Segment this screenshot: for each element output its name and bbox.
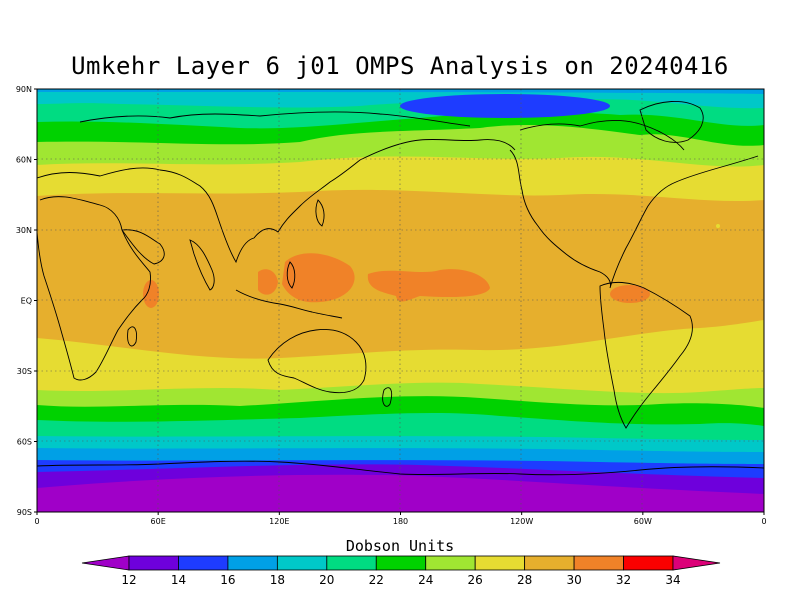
colorbar-tick-label: 30	[566, 573, 581, 587]
lon-tick-label: 120E	[269, 517, 289, 526]
small-yellow-spot	[716, 224, 720, 228]
colorbar-segment	[326, 555, 377, 571]
colorbar-tick-label: 14	[171, 573, 186, 587]
coast-india	[189, 239, 215, 291]
colorbar-segment	[623, 555, 674, 571]
colorbar-tick-label: 16	[220, 573, 235, 587]
map-title: Umkehr Layer 6 j01 OMPS Analysis on 2024…	[71, 52, 729, 80]
lon-tick-label: 0	[761, 517, 766, 526]
colorbar-tick-label: 20	[319, 573, 334, 587]
lon-tick-label: 180	[393, 517, 408, 526]
colorbar-tick-label: 12	[121, 573, 136, 587]
colorbar-tick-label: 24	[418, 573, 433, 587]
coast-greenland	[639, 100, 704, 143]
colorbar-tick-label: 26	[468, 573, 483, 587]
maximum-south-america	[610, 285, 650, 303]
coast-madagascar	[127, 326, 137, 347]
coast-eurasia	[37, 138, 516, 264]
coast-philippines	[286, 261, 296, 289]
coast-south-america	[599, 281, 693, 429]
colorbar-title: Dobson Units	[345, 537, 455, 555]
coast-new-zealand	[382, 387, 393, 407]
coast-indonesia	[235, 289, 343, 319]
coast-north-america	[509, 149, 759, 289]
lon-tick-label: 0	[34, 517, 39, 526]
coast-arabia	[121, 229, 165, 265]
colorbar-segment	[375, 555, 427, 571]
colorbar-segment	[178, 555, 229, 571]
colorbar: 12 14 16 18 20 22 24 26 28 30 32 34	[81, 555, 721, 587]
latitude-axis: 90N 60N 30N EQ 30S 60S 90S	[16, 85, 37, 517]
north-minimum	[400, 94, 610, 118]
lat-tick-label: 60N	[16, 156, 32, 165]
maximum-central-pacific	[367, 269, 490, 302]
colorbar-tick-label: 28	[517, 573, 532, 587]
lat-tick-label: 90S	[17, 508, 32, 517]
band-20-north	[37, 89, 764, 109]
lon-tick-label: 120W	[510, 517, 533, 526]
colorbar-high-arrow	[672, 555, 721, 571]
coastlines	[37, 100, 764, 476]
lat-tick-label: 30N	[16, 226, 32, 235]
colorbar-segment	[128, 555, 179, 571]
maximum-maritime	[258, 269, 278, 295]
colorbar-segment	[524, 555, 575, 571]
colorbar-segment	[573, 555, 624, 571]
coast-arctic-america	[519, 119, 685, 151]
lat-tick-label: 30S	[17, 367, 32, 376]
lat-tick-label: 60S	[17, 438, 32, 447]
band-12-south	[37, 474, 764, 512]
colorbar-segment	[227, 555, 278, 571]
coast-australia	[267, 329, 367, 394]
band-18-north	[37, 89, 764, 94]
colorbar-segment	[276, 555, 328, 571]
contour-field	[37, 89, 764, 512]
colorbar-low-arrow	[81, 555, 130, 571]
colorbar-segment	[425, 555, 476, 571]
longitude-axis: 0 60E 120E 180 120W 60W 0	[34, 512, 767, 526]
colorbar-tick-label: 22	[369, 573, 384, 587]
colorbar-tick-label: 18	[270, 573, 285, 587]
graticule	[37, 89, 764, 512]
colorbar-tick-label: 32	[616, 573, 631, 587]
coast-africa	[37, 196, 151, 381]
coast-japan	[315, 199, 325, 227]
lon-tick-label: 60W	[634, 517, 652, 526]
colorbar-segment	[474, 555, 526, 571]
lat-tick-label: 90N	[16, 85, 32, 94]
coast-antarctica	[37, 460, 764, 476]
coast-siberia-north	[79, 111, 471, 127]
maximum-east-africa	[143, 280, 159, 308]
lat-tick-label: EQ	[21, 297, 32, 306]
colorbar-tick-label: 34	[665, 573, 680, 587]
maximum-west-pacific	[282, 253, 355, 303]
lon-tick-label: 60E	[151, 517, 166, 526]
